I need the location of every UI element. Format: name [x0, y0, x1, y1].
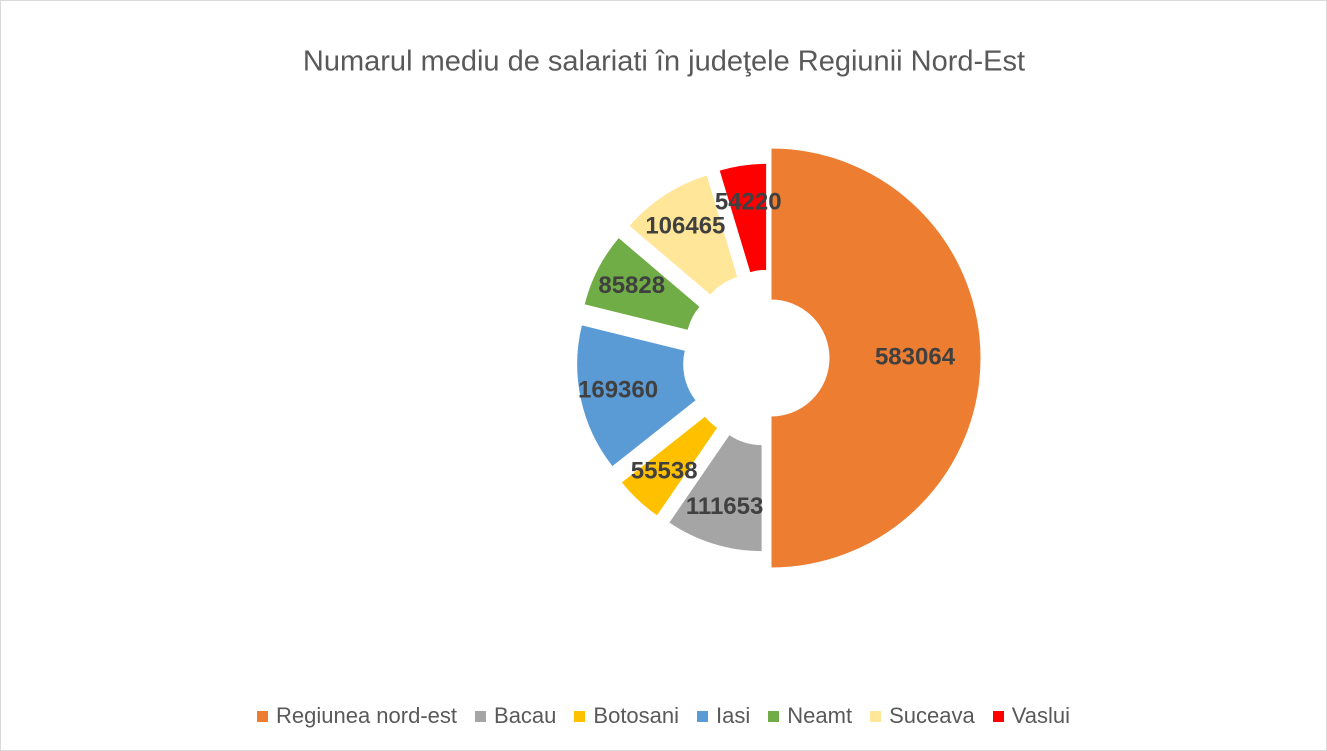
legend-label: Neamt — [787, 703, 853, 728]
legend-label: Botosani — [593, 703, 680, 728]
legend-item: Suceava — [870, 703, 975, 729]
legend-item: Neamt — [768, 703, 852, 729]
slice — [668, 433, 763, 553]
data-label: 583064 — [875, 343, 956, 370]
legend-label: Iasi — [716, 703, 751, 728]
legend-label: Regiunea nord-est — [276, 703, 458, 728]
legend-swatch — [574, 710, 586, 722]
slice — [718, 162, 768, 274]
data-label: 111653 — [686, 493, 763, 520]
legend-item: Bacau — [475, 703, 556, 729]
legend-item: Iasi — [697, 703, 750, 729]
legend-label: Suceava — [889, 703, 975, 728]
data-label: 54220 — [715, 189, 782, 216]
data-label: 85828 — [598, 272, 665, 299]
chart-title: Numarul mediu de salariati în judeţele R… — [303, 46, 1025, 78]
legend-label: Bacau — [494, 703, 557, 728]
legend-swatch — [870, 710, 882, 722]
legend-label: Vaslui — [1011, 703, 1070, 728]
legend-item: Vaslui — [992, 703, 1070, 729]
legend-swatch — [697, 710, 709, 722]
slice — [583, 236, 701, 331]
slice — [620, 415, 719, 517]
legend-item: Regiunea nord-est — [257, 703, 457, 729]
data-label: 106465 — [645, 212, 725, 239]
data-label: 55538 — [631, 458, 698, 485]
legend-swatch — [257, 710, 268, 722]
legend-swatch — [475, 710, 487, 722]
data-label: 169360 — [578, 377, 658, 404]
legend: Regiunea nord-est Bacau Botosani Iasi Neamt S… — [1, 703, 1326, 729]
slice — [770, 147, 982, 569]
slice — [576, 324, 697, 468]
legend-item: Botosani — [574, 703, 679, 729]
slice — [628, 174, 739, 297]
legend-swatch — [768, 710, 780, 722]
legend-swatch — [992, 710, 1004, 722]
